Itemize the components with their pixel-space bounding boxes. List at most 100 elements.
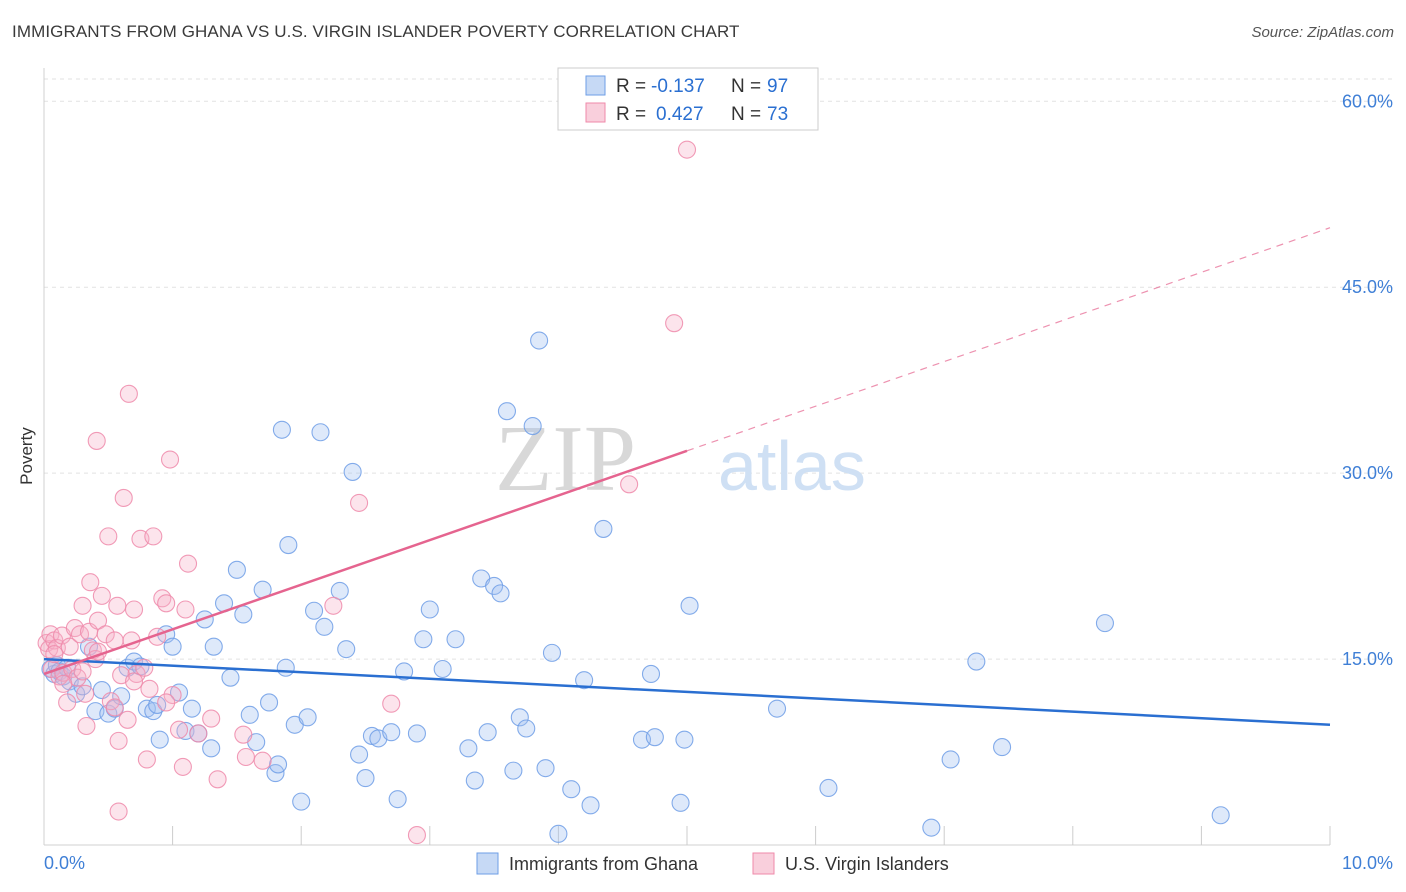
data-point [677,140,697,159]
data-point [160,450,180,469]
data-point [517,719,536,738]
data-point [465,771,484,790]
data-point [298,708,317,727]
data-point [88,611,108,630]
trend-line-ghana [43,657,1331,727]
data-point [675,730,694,749]
data-point [407,826,426,845]
y-tick-label: 15.0% [1342,649,1393,669]
data-point [671,793,690,812]
series-immigrants-from-ghana [41,331,1230,843]
data-point [922,818,941,837]
data-point [276,658,295,677]
data-point [182,699,201,718]
data-point [240,705,259,724]
data-point [87,431,106,450]
watermark-atlas: atlas [718,427,866,505]
data-point [395,662,414,681]
legend-r-value-1: -0.137 [651,76,705,97]
data-point [173,757,192,776]
data-point [137,750,156,769]
data-point [1095,614,1114,633]
legend-r-label-1: R = [616,76,646,97]
data-point [119,384,138,403]
data-point [73,596,92,615]
legend-swatch-vi [585,102,606,123]
data-point [157,693,176,712]
data-point [967,652,986,671]
gridlines [44,78,1392,660]
data-point [150,730,169,749]
data-point [414,630,433,649]
data-point [330,581,349,600]
data-point [382,723,401,742]
data-point [73,677,92,696]
data-point [491,584,510,603]
data-point [485,576,504,595]
legend-n-label-2: N = [731,104,761,125]
data-point [169,720,189,739]
data-point [124,672,144,691]
axes [43,68,1331,846]
data-point [253,751,272,770]
data-point [227,560,246,579]
data-point [382,694,401,713]
x-tick-label-min: 0.0% [44,853,85,873]
legend-n-label-1: N = [731,76,761,97]
legend-r-value-2: 0.427 [656,104,704,125]
data-point [202,709,221,728]
data-point [109,802,128,821]
data-point [311,423,330,442]
data-point [315,617,334,636]
data-point [108,596,127,615]
data-point [77,716,96,736]
data-point [259,693,279,712]
bottom-legend: Immigrants from Ghana U.S. Virgin Island… [476,852,949,875]
bottom-legend-label-vi: U.S. Virgin Islanders [785,854,949,874]
data-point [305,601,324,620]
data-point [641,664,661,684]
data-point [234,605,253,624]
data-point [594,519,613,538]
data-point [163,685,182,705]
y-tick-label: 60.0% [1342,91,1393,111]
data-point [324,596,343,615]
data-point [665,314,684,333]
data-point [105,698,124,717]
trend-line-vi [43,449,688,676]
data-point [356,769,375,788]
data-point [819,778,838,798]
watermark-zip: ZIP [495,407,636,511]
data-point [292,792,311,811]
data-point [510,708,529,727]
x-tick-label-max: 10.0% [1342,853,1393,873]
source-label: Source: ZipAtlas.com [1251,24,1394,41]
data-point [446,630,465,649]
data-point [523,417,542,436]
watermark: ZIP atlas [495,407,866,511]
data-point [1211,806,1230,825]
data-point [549,824,568,843]
data-point [993,738,1012,757]
data-point [504,761,523,780]
data-point [536,759,555,778]
data-point [140,679,159,698]
data-point [433,659,452,679]
data-point [92,586,111,605]
data-point [350,745,369,764]
data-point [40,640,59,659]
data-point [76,684,95,703]
data-point [420,600,439,619]
data-point [54,674,73,693]
data-point [234,725,253,744]
data-point [269,755,288,774]
data-point [114,488,133,507]
y-tick-label: 45.0% [1342,277,1393,297]
data-point [204,637,223,656]
data-point [118,710,137,729]
series-us-virgin-islanders [37,140,697,845]
bottom-legend-label-ghana: Immigrants from Ghana [509,854,699,874]
y-axis-label: Poverty [17,427,36,485]
data-point [60,637,79,656]
